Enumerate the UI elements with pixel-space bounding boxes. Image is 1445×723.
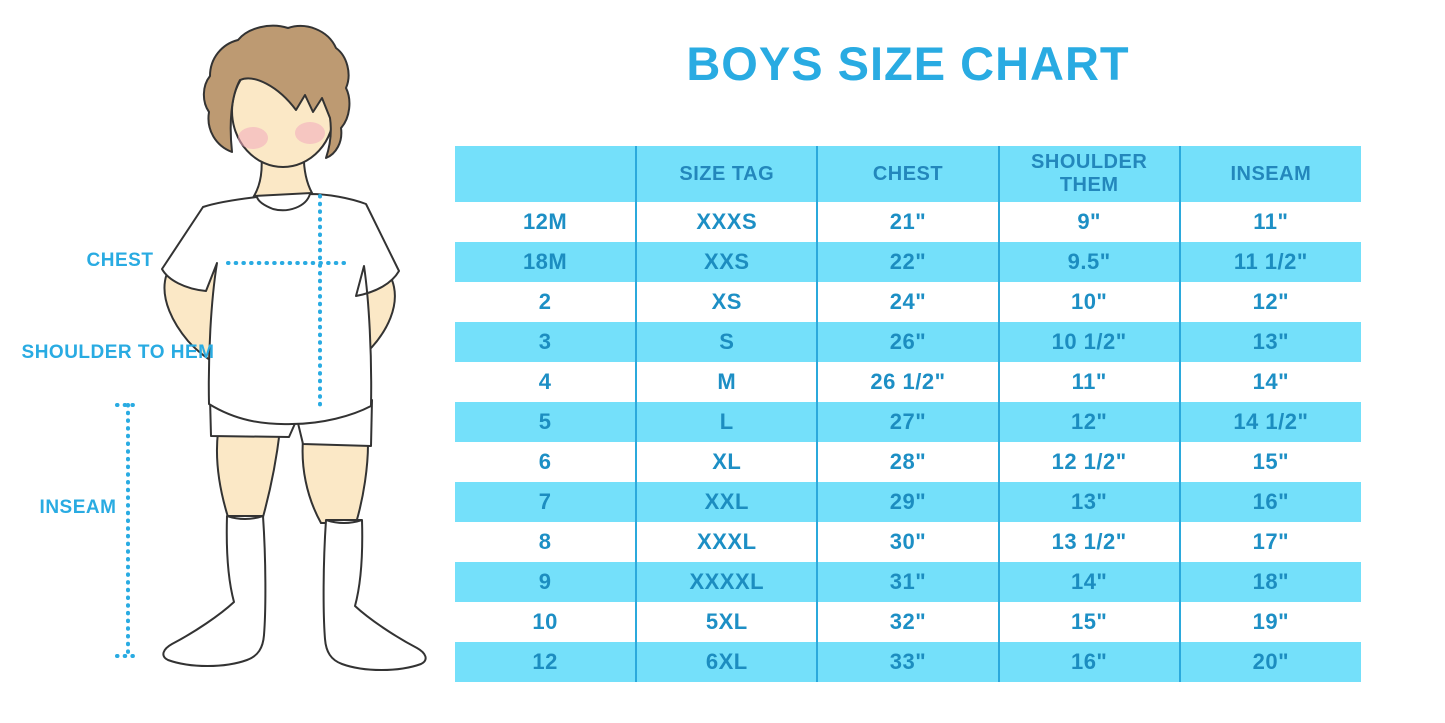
table-cell: 27" (816, 402, 999, 442)
boy-illustration-svg (115, 24, 427, 671)
boy-shirt (161, 193, 400, 426)
table-cell: 9 (455, 562, 637, 602)
table-cell: XS (635, 282, 818, 322)
table-cell: 10 (455, 602, 637, 642)
table-cell: 12" (1178, 282, 1361, 322)
table-row: 6 XL 28" 12 1/2" 15" (455, 442, 1361, 482)
shoulder-to-hem-label: SHOULDER TO HEM (21, 342, 215, 363)
boy-right-leg (301, 438, 370, 524)
boy-right-sock (322, 519, 427, 671)
table-cell: 11 1/2" (1178, 242, 1361, 282)
boy-left-cheek-blush (238, 127, 268, 149)
table-cell: 16" (997, 642, 1180, 682)
table-cell: 22" (816, 242, 999, 282)
inseam-label: INSEAM (39, 497, 117, 518)
table-row: 7 XXL 29" 13" 16" (455, 482, 1361, 522)
table-cell: 12" (997, 402, 1180, 442)
table-cell: 8 (455, 522, 637, 562)
table-cell: 29" (816, 482, 999, 522)
table-cell: 18M (455, 242, 637, 282)
table-cell: 24" (816, 282, 999, 322)
table-cell: 31" (816, 562, 999, 602)
table-cell: 10 1/2" (997, 322, 1180, 362)
table-cell: 5 (455, 402, 637, 442)
header-cell: CHEST (816, 146, 999, 202)
table-cell: XXXXL (635, 562, 818, 602)
table-cell: 3 (455, 322, 637, 362)
table-cell: 17" (1178, 522, 1361, 562)
table-cell: M (635, 362, 818, 402)
table-cell: 15" (1178, 442, 1361, 482)
table-cell: 26" (816, 322, 999, 362)
table-cell: 6 (455, 442, 637, 482)
left-sock-top-line (226, 515, 264, 520)
table-row: 2 XS 24" 10" 12" (455, 282, 1361, 322)
header-row: SIZE TAG CHEST SHOULDER THEM INSEAM (455, 146, 1361, 202)
table-cell: 5XL (635, 602, 818, 642)
size-table: SIZE TAG CHEST SHOULDER THEM INSEAM 12M XXXS… (455, 146, 1361, 682)
table-cell: 30" (816, 522, 999, 562)
table-cell: 2 (455, 282, 637, 322)
table-row: 8 XXXL 30" 13 1/2" 17" (455, 522, 1361, 562)
table-cell: 18" (1178, 562, 1361, 602)
table-cell: 10" (997, 282, 1180, 322)
table-cell: 14" (1178, 362, 1361, 402)
table-cell: 28" (816, 442, 999, 482)
header-cell: SHOULDER THEM (997, 146, 1180, 202)
table-row: 3 S 26" 10 1/2" 13" (455, 322, 1361, 362)
table-cell: L (635, 402, 818, 442)
table-row: 5 L 27" 12" 14 1/2" (455, 402, 1361, 442)
page-title: BOYS SIZE CHART (686, 37, 1130, 90)
table-row: 18M XXS 22" 9.5" 11 1/2" (455, 242, 1361, 282)
table-cell: XXS (635, 242, 818, 282)
table-cell: 13 1/2" (997, 522, 1180, 562)
table-cell: 19" (1178, 602, 1361, 642)
table-cell: 13" (1178, 322, 1361, 362)
table-cell: 14" (997, 562, 1180, 602)
table-row: 12M XXXS 21" 9" 11" (455, 202, 1361, 242)
table-row: 4 M 26 1/2" 11" 14" (455, 362, 1361, 402)
size-table-header: SIZE TAG CHEST SHOULDER THEM INSEAM (455, 146, 1361, 202)
header-cell: SIZE TAG (635, 146, 818, 202)
table-row: 9 XXXXL 31" 14" 18" (455, 562, 1361, 602)
table-cell: 11" (997, 362, 1180, 402)
table-cell: XL (635, 442, 818, 482)
table-cell: 20" (1178, 642, 1361, 682)
table-cell: 9" (997, 202, 1180, 242)
table-row: 10 5XL 32" 15" 19" (455, 602, 1361, 642)
table-cell: 7 (455, 482, 637, 522)
table-cell: 16" (1178, 482, 1361, 522)
table-cell: 9.5" (997, 242, 1180, 282)
boy-right-cheek-blush (295, 122, 325, 144)
table-cell: 13" (997, 482, 1180, 522)
table-cell: 4 (455, 362, 637, 402)
right-sock-top-line (325, 519, 363, 524)
boy-illustration: CHEST SHOULDER TO HEM INSEAM (0, 0, 455, 723)
table-cell: 15" (997, 602, 1180, 642)
header-cell: INSEAM (1178, 146, 1361, 202)
table-cell: S (635, 322, 818, 362)
header-cell-empty (455, 146, 637, 202)
table-cell: 14 1/2" (1178, 402, 1361, 442)
table-cell: 33" (816, 642, 999, 682)
boy-left-sock (162, 515, 267, 667)
boy-left-leg (216, 428, 282, 518)
chest-label: CHEST (86, 250, 154, 271)
table-cell: 21" (816, 202, 999, 242)
table-cell: 12 (455, 642, 637, 682)
table-cell: 6XL (635, 642, 818, 682)
boy-hair (202, 24, 351, 159)
table-cell: 11" (1178, 202, 1361, 242)
table-cell: XXXS (635, 202, 818, 242)
table-row: 12 6XL 33" 16" 20" (455, 642, 1361, 682)
table-cell: 32" (816, 602, 999, 642)
table-cell: XXL (635, 482, 818, 522)
table-cell: 12M (455, 202, 637, 242)
size-table-body: 12M XXXS 21" 9" 11" 18M XXS 22" 9.5" 11 1/2" 2 XS 24… (455, 202, 1361, 682)
table-cell: 12 1/2" (997, 442, 1180, 482)
table-cell: 26 1/2" (816, 362, 999, 402)
table-cell: XXXL (635, 522, 818, 562)
